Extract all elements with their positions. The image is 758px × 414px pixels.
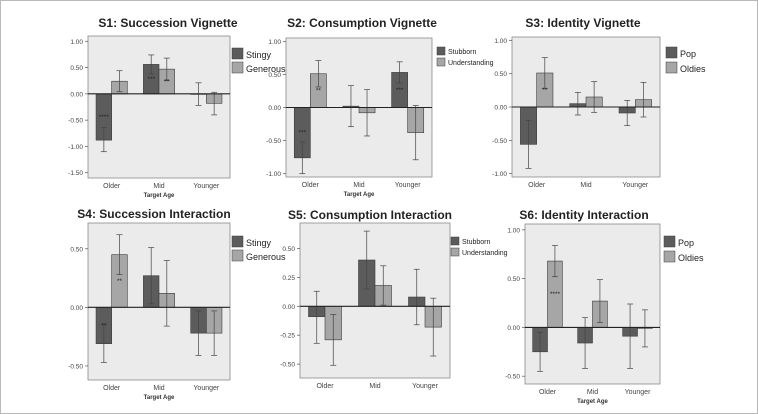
y-tick-label: 0.50 bbox=[494, 71, 507, 78]
x-tick-label: Mid bbox=[587, 389, 598, 396]
y-tick-label: 0.00 bbox=[494, 105, 507, 112]
y-tick-label: -1.50 bbox=[68, 170, 83, 177]
y-tick-label: 0.50 bbox=[70, 246, 83, 253]
y-tick-label: 0.00 bbox=[70, 91, 83, 98]
chart-panel-6: S6: Identity Interaction 1.00 0.50 0.00 -0.5… bbox=[505, 208, 704, 405]
legend-swatch-stingy bbox=[231, 235, 244, 248]
significance-label: **** bbox=[99, 114, 110, 121]
legend-swatch-understanding bbox=[436, 57, 446, 67]
legend-label-generous: Generous bbox=[246, 252, 286, 262]
significance-label: ** bbox=[101, 323, 107, 330]
legend-label-stingy: Stingy bbox=[246, 238, 272, 248]
x-axis-label: Target Age bbox=[144, 395, 175, 401]
chart-panel-1: S1: Succession Vignette 1.00 0.50 0.00 -0.50… bbox=[68, 16, 286, 199]
x-tick-label: Younger bbox=[625, 389, 651, 396]
legend-swatch-oldies bbox=[663, 250, 676, 263]
x-axis-label: Target Age bbox=[144, 193, 175, 199]
y-tick-label: 0.25 bbox=[282, 275, 295, 282]
y-tick-label: -1.00 bbox=[492, 171, 507, 178]
legend-swatch-generous bbox=[231, 249, 244, 262]
chart-title: S3: Identity Vignette bbox=[525, 16, 640, 30]
legend-swatch-oldies bbox=[665, 61, 678, 74]
x-tick-label: Older bbox=[316, 383, 334, 390]
legend-swatch-stingy bbox=[231, 47, 244, 60]
significance-label: ** bbox=[164, 78, 170, 85]
x-tick-label: Younger bbox=[412, 383, 438, 390]
y-tick-label: 1.00 bbox=[507, 227, 520, 234]
legend-swatch-pop bbox=[663, 235, 676, 248]
chart-panel-5: S5: Consumption Interaction 0.50 0.25 0.00 -… bbox=[280, 208, 507, 390]
legend-swatch-pop bbox=[665, 46, 678, 59]
legend-swatch-stubborn bbox=[436, 46, 446, 56]
significance-label: ** bbox=[117, 278, 123, 285]
x-tick-label: Mid bbox=[153, 183, 164, 190]
legend-swatch-generous bbox=[231, 61, 244, 74]
x-axis-label: Target Age bbox=[577, 399, 608, 405]
legend-label-stingy: Stingy bbox=[246, 50, 272, 60]
y-tick-label: -0.50 bbox=[68, 363, 83, 370]
x-tick-label: Younger bbox=[395, 182, 421, 189]
x-tick-label: Older bbox=[103, 183, 121, 190]
x-tick-label: Older bbox=[528, 182, 546, 189]
chart-title: S2: Consumption Vignette bbox=[287, 16, 437, 30]
significance-label: *** bbox=[396, 87, 404, 94]
significance-label: *** bbox=[299, 130, 307, 137]
x-tick-label: Younger bbox=[622, 182, 648, 189]
legend-label-pop: Pop bbox=[680, 49, 696, 59]
y-tick-label: -0.50 bbox=[492, 138, 507, 145]
legend-label-generous: Generous bbox=[246, 64, 286, 74]
y-tick-label: 0.00 bbox=[268, 105, 281, 112]
y-tick-label: -0.25 bbox=[280, 333, 295, 340]
x-tick-label: Mid bbox=[153, 385, 164, 392]
chart-title: S6: Identity Interaction bbox=[519, 208, 648, 222]
legend-label-stubborn: Stubborn bbox=[448, 49, 477, 56]
y-tick-label: 1.00 bbox=[70, 39, 83, 46]
x-tick-label: Older bbox=[103, 385, 121, 392]
significance-label: ** bbox=[316, 88, 322, 95]
x-tick-label: Older bbox=[302, 182, 320, 189]
x-tick-label: Younger bbox=[193, 183, 219, 190]
y-tick-label: 0.50 bbox=[282, 246, 295, 253]
y-tick-label: -0.50 bbox=[505, 374, 520, 381]
x-tick-label: Younger bbox=[193, 385, 219, 392]
x-tick-label: Older bbox=[539, 389, 557, 396]
y-tick-label: 1.00 bbox=[494, 38, 507, 45]
y-tick-label: -1.00 bbox=[266, 171, 281, 178]
y-tick-label: 0.50 bbox=[70, 65, 83, 72]
y-tick-label: -0.50 bbox=[68, 118, 83, 125]
y-tick-label: 0.50 bbox=[507, 276, 520, 283]
y-tick-label: 0.00 bbox=[507, 325, 520, 332]
chart-title: S4: Succession Interaction bbox=[77, 207, 230, 221]
x-tick-label: Mid bbox=[353, 182, 364, 189]
chart-panel-2: S2: Consumption Vignette 1.00 0.50 0.00 -0.5… bbox=[266, 16, 493, 198]
chart-panel-3: S3: Identity Vignette 1.00 0.50 0.00 -0.50 -1… bbox=[492, 16, 706, 189]
chart-panel-4: S4: Succession Interaction 0.50 0.00 -0.50 *… bbox=[68, 207, 286, 401]
y-tick-label: 0.00 bbox=[70, 305, 83, 312]
legend-label-understanding: Understanding bbox=[448, 60, 494, 67]
y-tick-label: 1.00 bbox=[268, 39, 281, 46]
significance-label: *** bbox=[147, 76, 155, 83]
x-tick-label: Mid bbox=[580, 182, 591, 189]
x-axis-label: Target Age bbox=[344, 192, 375, 198]
significance-label: **** bbox=[550, 291, 561, 298]
y-tick-label: 0.50 bbox=[268, 72, 281, 79]
legend-label-understanding: Understanding bbox=[462, 250, 508, 257]
significance-label: ** bbox=[542, 87, 548, 94]
chart-title: S1: Succession Vignette bbox=[98, 16, 237, 30]
legend-swatch-understanding bbox=[450, 247, 460, 257]
legend-swatch-stubborn bbox=[450, 236, 460, 246]
x-tick-label: Mid bbox=[369, 383, 380, 390]
y-tick-label: 0.00 bbox=[282, 304, 295, 311]
y-tick-label: -0.50 bbox=[280, 362, 295, 369]
legend-label-stubborn: Stubborn bbox=[462, 239, 491, 246]
chart-title: S5: Consumption Interaction bbox=[288, 208, 452, 222]
y-tick-label: -0.50 bbox=[266, 138, 281, 145]
legend-label-pop: Pop bbox=[678, 238, 694, 248]
legend-label-oldies: Oldies bbox=[678, 253, 704, 263]
legend-label-oldies: Oldies bbox=[680, 64, 706, 74]
y-tick-label: -1.00 bbox=[68, 144, 83, 151]
